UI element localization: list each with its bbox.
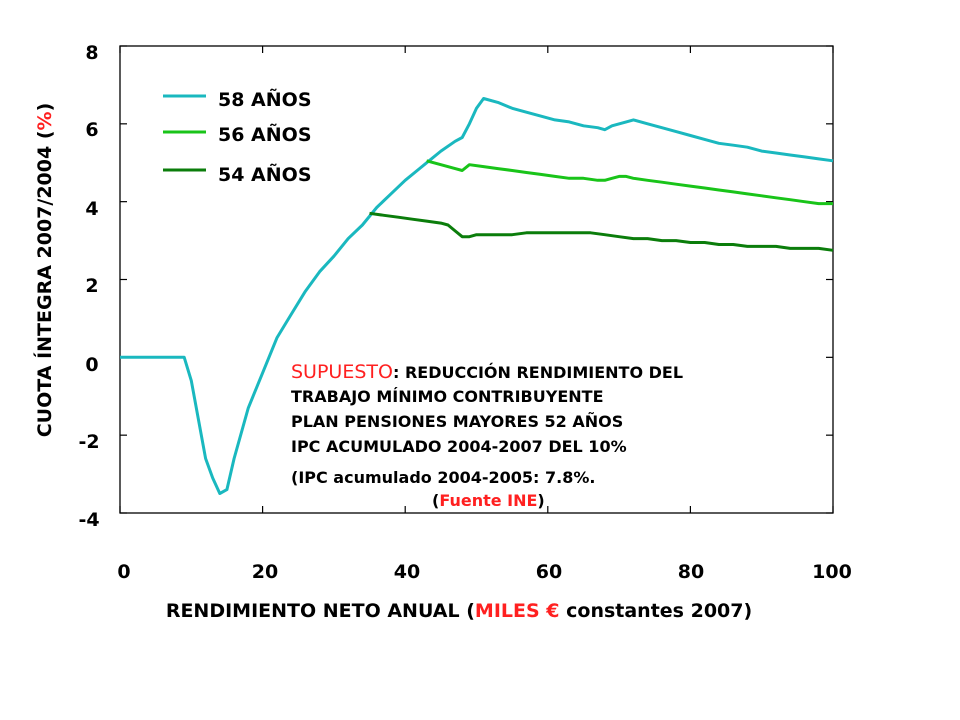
x-axis-title-highlight: MILES € — [475, 600, 560, 622]
x-axis-title: RENDIMIENTO NETO ANUAL (MILES € constant… — [166, 600, 752, 622]
x-tick-label: 60 — [536, 561, 562, 583]
y-tick-label: 8 — [85, 42, 98, 64]
note-line: TRABAJO MÍNIMO CONTRIBUYENTE — [291, 387, 604, 406]
y-tick-label: 2 — [85, 275, 98, 297]
note-headline: SUPUESTO: REDUCCIÓN RENDIMIENTO DEL — [291, 361, 683, 383]
axis-ticks — [119, 45, 834, 514]
legend: 58 AÑOS 56 AÑOS 54 AÑOS — [163, 87, 312, 186]
y-tick-label: -4 — [78, 509, 99, 531]
note-source-highlight: Fuente INE — [439, 491, 537, 510]
y-tick-label: -2 — [78, 431, 99, 453]
x-tick-label: 0 — [117, 561, 130, 583]
note-line: PLAN PENSIONES MAYORES 52 AÑOS — [291, 412, 623, 431]
x-tick-label: 100 — [812, 561, 852, 583]
x-tick-label: 80 — [678, 561, 704, 583]
assumption-note: SUPUESTO: REDUCCIÓN RENDIMIENTO DEL TRAB… — [291, 361, 683, 510]
legend-label-58: 58 AÑOS — [218, 87, 312, 111]
y-axis-title-highlight: % — [34, 111, 56, 130]
y-tick-label: 4 — [85, 198, 98, 220]
legend-label-56: 56 AÑOS — [218, 122, 312, 146]
series-line-54 — [369, 211, 834, 252]
x-tick-labels: 0 20 40 60 80 100 — [117, 561, 851, 583]
y-tick-labels: 8 6 4 2 0 -2 -4 — [78, 42, 99, 531]
x-tick-label: 20 — [252, 561, 278, 583]
y-axis-title: CUOTA ÍNTEGRA 2007/2004 (%) — [33, 103, 56, 438]
legend-label-54: 54 AÑOS — [218, 162, 312, 186]
note-line: (IPC acumulado 2004-2005: 7.8%. — [291, 468, 595, 487]
note-source: (Fuente INE) — [432, 491, 545, 510]
series-layer — [120, 97, 834, 495]
series-line-56 — [426, 159, 833, 206]
note-headline-highlight: SUPUESTO — [291, 361, 393, 383]
series-line-58 — [120, 97, 834, 495]
y-tick-label: 0 — [85, 354, 98, 376]
note-line: IPC ACUMULADO 2004-2007 DEL 10% — [291, 437, 627, 456]
y-tick-label: 6 — [85, 119, 98, 141]
x-tick-label: 40 — [394, 561, 420, 583]
